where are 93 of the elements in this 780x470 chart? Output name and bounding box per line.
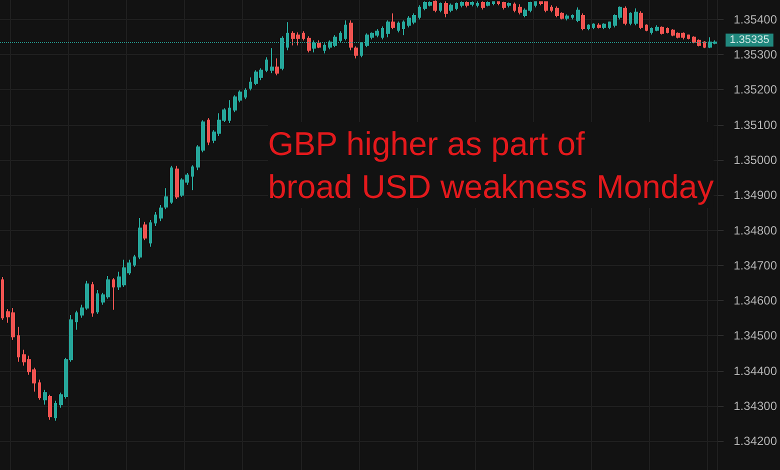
candlestick [645,24,648,32]
candlestick [38,379,41,400]
candlestick [587,24,590,31]
y-tick-label: 1.34600 [734,294,778,308]
candlestick [634,8,638,26]
candlestick [349,20,353,51]
candlestick [518,4,522,15]
candlestick [1,276,4,320]
candlestick [481,0,485,10]
candlestick [534,1,537,8]
y-tick-label: 1.34200 [734,434,778,448]
y-tick-label: 1.34800 [734,223,778,238]
candlestick [629,12,632,26]
y-tick-label: 1.35100 [734,118,778,132]
candlestick [17,326,20,362]
candlestick [386,20,390,38]
y-tick-label: 1.35000 [734,152,778,167]
y-tick-label: 1.34400 [734,364,778,378]
candlestick [244,88,247,100]
ref-line-label: 1.35335 [730,34,770,46]
candlestick [550,4,553,13]
candlestick [302,30,305,41]
candlestick [249,76,252,91]
candlestick [149,220,152,248]
y-tick-label: 1.34300 [734,399,778,414]
y-tick-label: 1.34900 [734,188,778,202]
candlestick [344,20,347,41]
candlestick [592,22,595,30]
candlestick [513,2,516,13]
candlestick [623,6,627,26]
candlestick [265,56,268,73]
candlestick [650,26,653,35]
candlestick [602,22,606,30]
candlestick [228,100,231,124]
y-tick-label: 1.35200 [734,82,778,97]
candlestick [576,6,580,23]
candlestick [48,394,52,420]
candlestick [449,3,453,13]
candlestick [270,48,274,74]
candlestick [581,12,585,31]
annotation: GBP higher as part of broad USD weakness Monday [268,125,714,205]
candlestick [655,24,659,32]
y-tick-label: 1.35300 [734,47,778,62]
candlestick [433,0,437,13]
candlestick [486,0,490,7]
candlestick [133,254,136,268]
candlestick [354,46,358,59]
candlestick [381,26,384,40]
y-tick-label: 1.34700 [734,258,778,272]
candlestick [666,26,669,34]
candlestick [687,34,690,40]
y-tick-label: 1.35400 [734,12,778,26]
candlestick [170,165,173,204]
candlestick [597,22,601,29]
candlestick [465,0,469,8]
candlestick [159,204,163,222]
candlestick [317,40,321,49]
candlestick [43,389,47,406]
candlestick [476,0,479,8]
candlestick [703,40,706,49]
candlestick [497,1,500,6]
candlestick [455,2,458,11]
candlestick [571,14,574,20]
candlestick [75,310,78,330]
candlestick [91,281,94,318]
candlestick [175,165,179,200]
candlestick [275,58,279,76]
candlestick [391,12,395,30]
candlestick [402,20,405,36]
candlestick [138,217,142,260]
candlestick [418,4,421,20]
candlestick [112,278,115,310]
candlestick [660,26,664,35]
candlestick [492,1,495,6]
candlestick [54,400,57,422]
candlestick [397,20,400,33]
candlestick [96,290,99,314]
candlestick [565,14,569,21]
candlestick [154,211,157,227]
candlestick [444,0,448,18]
candlestick [639,10,643,30]
candlestick [502,1,506,10]
candlestick [507,2,511,8]
candlestick [439,2,442,13]
candlestick [307,36,311,53]
candlestick [207,118,210,146]
candlestick [608,20,611,30]
y-tick-label: 1.34500 [734,328,778,343]
candlestick [143,221,147,241]
candlestick [191,164,194,191]
candlestick [460,0,464,8]
candlestick [470,0,474,7]
candlestick [164,188,168,210]
